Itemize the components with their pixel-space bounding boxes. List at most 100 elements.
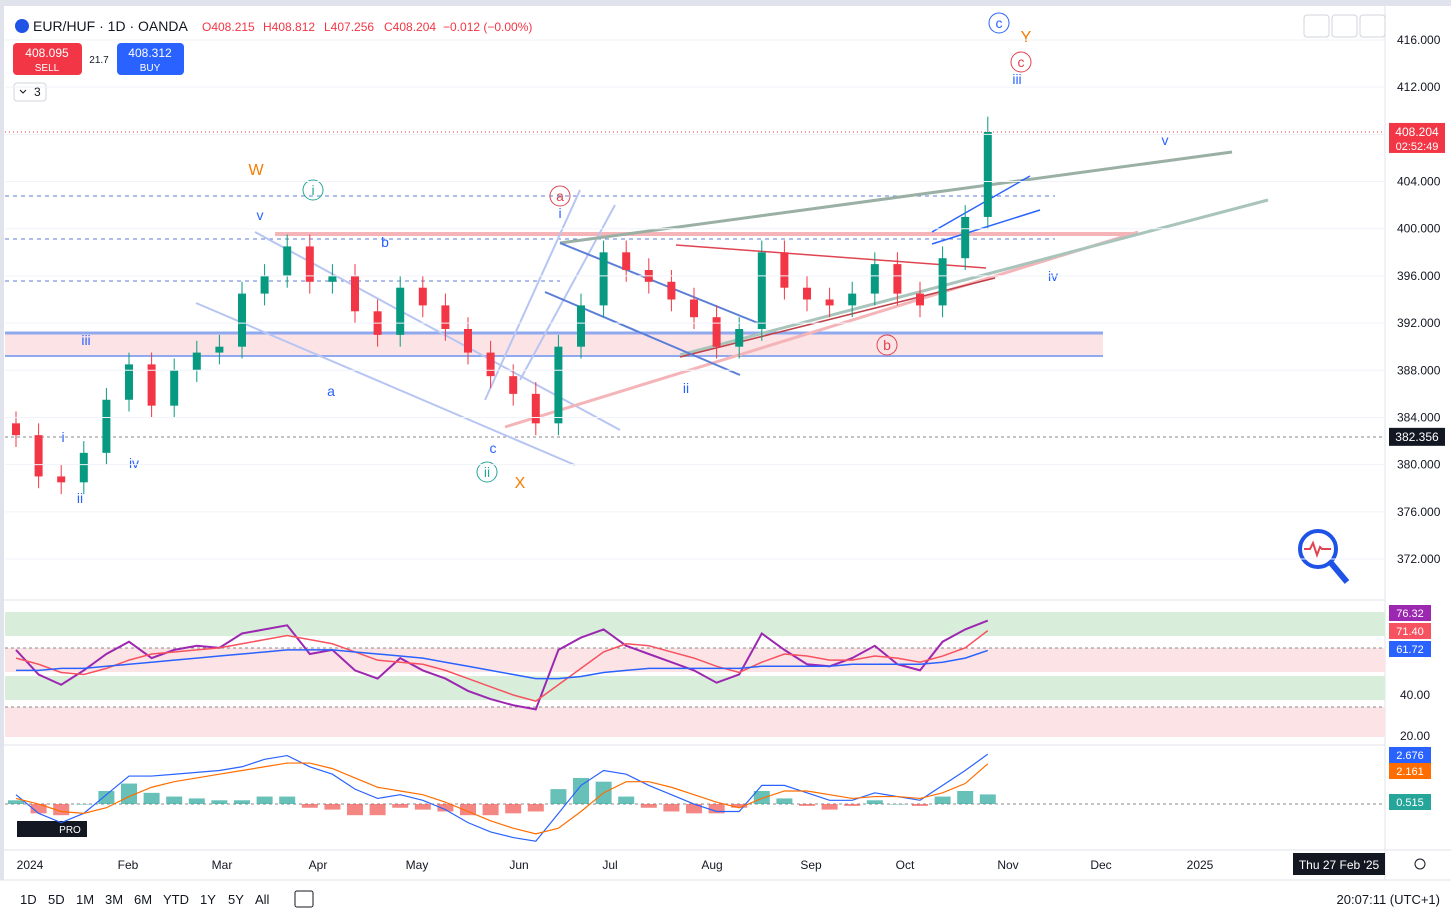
rsi-badge-box [1389, 641, 1431, 657]
channel [931, 175, 1031, 233]
zone [5, 333, 1103, 356]
wave-label: b [883, 337, 891, 353]
macd-histogram-bar [166, 796, 183, 805]
cursor-date-box [1293, 853, 1385, 875]
time-label: Aug [701, 858, 722, 872]
y-tick-label: 384.000 [1397, 410, 1441, 424]
macd-histogram-bar [279, 796, 296, 805]
wave-label: ii [683, 380, 689, 396]
candle-body [170, 370, 179, 406]
macd-histogram-bar [550, 789, 567, 805]
candle-body [554, 346, 563, 424]
countdown: 02:52:49 [1396, 141, 1439, 153]
candle-body [983, 132, 992, 217]
wave-circle [302, 179, 324, 201]
indicator-line [15, 753, 989, 842]
wave-label: iii [81, 332, 90, 348]
macd-histogram-bar [437, 804, 454, 812]
candle-body [893, 264, 902, 294]
sell-button[interactable] [13, 43, 82, 75]
macd-histogram-bar [256, 796, 273, 805]
wave-label: v [257, 207, 264, 223]
indicators [8, 619, 996, 842]
candle-body [396, 287, 405, 335]
chevron [19, 89, 27, 94]
pulse [1304, 540, 1331, 558]
range-button[interactable]: 6M [134, 892, 152, 907]
rsi-badge-box [1389, 623, 1431, 639]
candle-body [961, 216, 970, 259]
wave-label: W [248, 162, 264, 179]
candles [12, 116, 992, 495]
wave-label: c [996, 15, 1003, 31]
crosshair-price: 382.356 [1395, 430, 1439, 444]
date-range-icon[interactable] [294, 890, 314, 908]
wave-label: ii [484, 464, 490, 480]
range-button[interactable]: All [255, 892, 270, 907]
time-label: 2024 [17, 858, 44, 872]
indicators-toggle[interactable] [13, 82, 47, 102]
candle-body [464, 328, 472, 353]
candle-body [102, 399, 111, 453]
candle-body [79, 452, 88, 483]
candle-body [192, 352, 201, 371]
last-price-box [1389, 122, 1445, 153]
cursor-date: Thu 27 Feb '25 [1299, 858, 1380, 872]
wave-label: c [490, 440, 497, 456]
time-label: Mar [212, 858, 233, 872]
candle-body [305, 246, 314, 282]
wave-circle [988, 12, 1010, 34]
time-label: Jul [602, 858, 617, 872]
channel [484, 189, 581, 401]
time-label: Apr [309, 858, 328, 872]
rsi-badge: 61.72 [1396, 644, 1424, 656]
range-button[interactable]: 5D [48, 892, 65, 907]
time-label: Sep [800, 858, 822, 872]
button[interactable] [1331, 14, 1358, 38]
ohlc: L407.256 [324, 20, 374, 34]
macd-badge: 2.676 [1396, 750, 1424, 762]
macd-histogram-bar [482, 804, 499, 816]
macd-histogram-bar [957, 790, 974, 805]
range-button[interactable]: 1Y [200, 892, 216, 907]
macd-histogram-bar [143, 792, 160, 805]
range-button[interactable]: 3M [105, 892, 123, 907]
time-label: Dec [1090, 858, 1111, 872]
wave-circle [549, 185, 571, 207]
candle-body [870, 264, 879, 294]
sell-label: SELL [35, 63, 60, 74]
buy-price: 408.312 [128, 46, 172, 60]
candle-body [667, 281, 676, 300]
range-button[interactable]: YTD [163, 892, 189, 907]
macd-histogram-bar [301, 804, 318, 808]
wave-label: a [327, 383, 335, 399]
range-button[interactable]: 1D [20, 892, 37, 907]
channel [519, 204, 616, 381]
trendline [504, 230, 1139, 429]
button[interactable] [1359, 14, 1386, 38]
buy-button[interactable] [117, 43, 184, 75]
range-button[interactable]: 5Y [228, 892, 244, 907]
candle-body [757, 252, 766, 329]
macd-histogram-bar [753, 790, 770, 805]
macd-histogram-bar [98, 790, 115, 805]
macd-histogram-bar [866, 800, 883, 805]
candle-body [486, 352, 495, 377]
y-tick-label: 388.000 [1397, 363, 1441, 377]
macd-histogram-bar [324, 804, 341, 810]
button[interactable] [1303, 14, 1330, 38]
range-button[interactable]: 1M [76, 892, 94, 907]
wave-label: i [311, 182, 314, 198]
wave-label: ii [77, 490, 83, 506]
trendline [675, 244, 987, 269]
magnifier-icon[interactable] [1298, 529, 1350, 584]
macd-badge-box [1389, 763, 1431, 779]
settings-icon[interactable] [1414, 858, 1426, 870]
ohlc: O408.215 [202, 20, 255, 34]
last-price: 408.204 [1395, 125, 1439, 139]
macd-histogram-bar [347, 804, 363, 816]
y-tick-label: 392.000 [1397, 316, 1441, 330]
candle-body [351, 275, 359, 312]
handle [1328, 561, 1350, 584]
spread: 21.7 [89, 55, 109, 66]
